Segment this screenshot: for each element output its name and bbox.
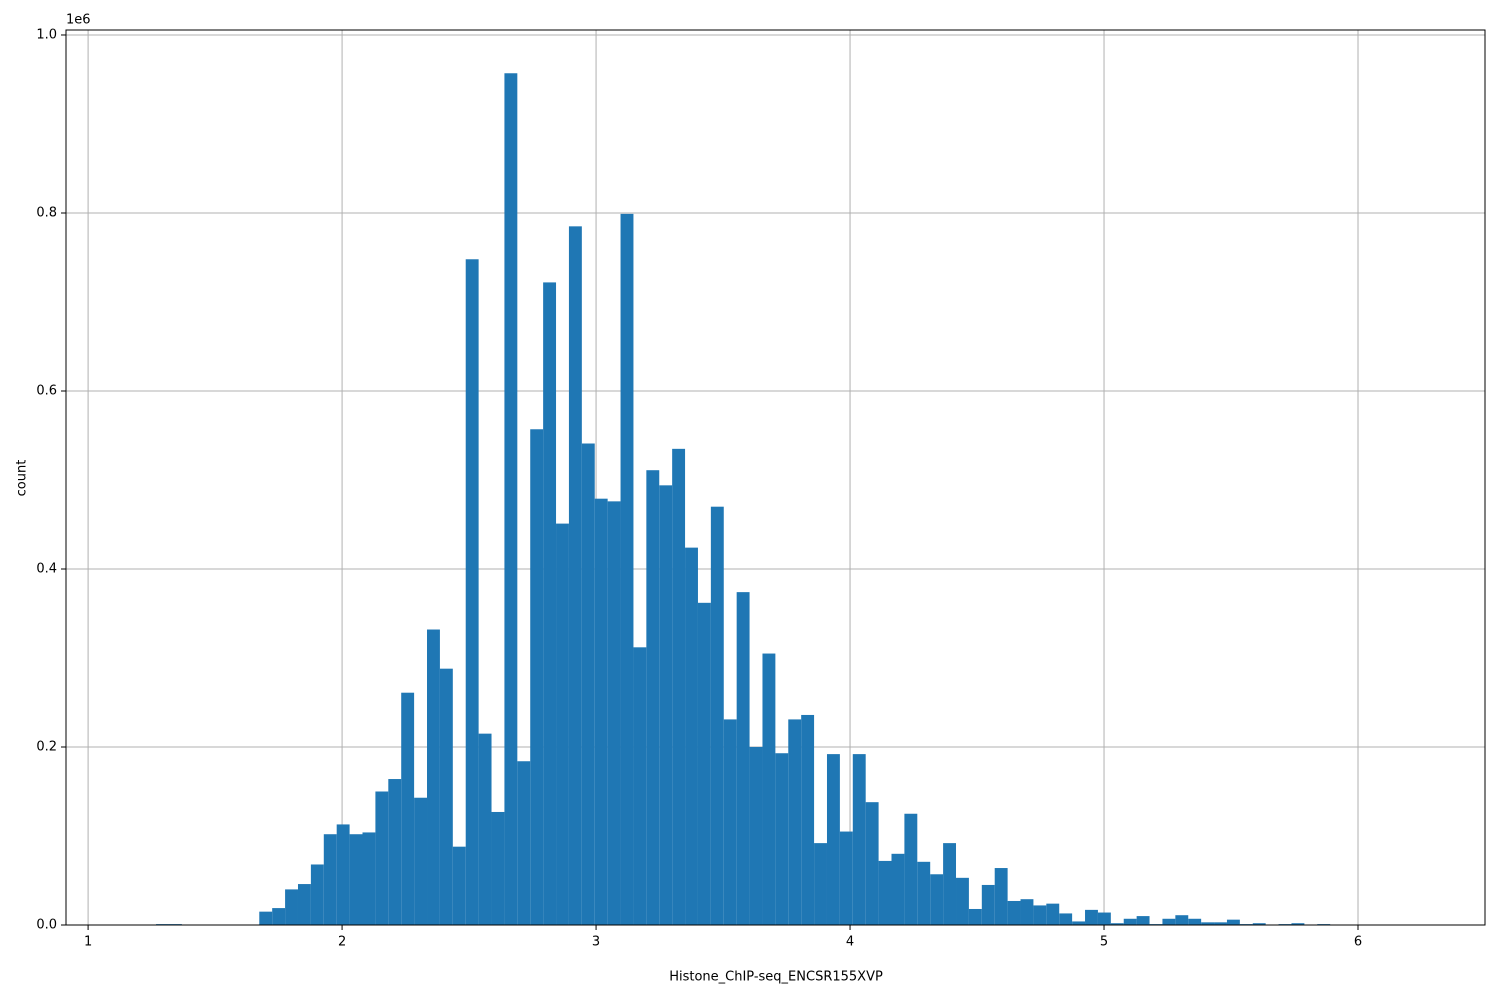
bar: [349, 834, 363, 925]
y-tick-label: 0.4: [36, 561, 57, 576]
bar: [620, 213, 634, 925]
bar: [826, 754, 840, 925]
bar: [568, 226, 582, 925]
bar: [710, 506, 724, 925]
bar: [375, 791, 389, 925]
bar: [543, 282, 557, 925]
bars: [156, 73, 1421, 926]
bar: [762, 653, 776, 925]
bar: [1136, 916, 1150, 925]
bar: [1007, 900, 1021, 925]
bar: [1201, 922, 1215, 925]
x-tick-label: 1: [84, 935, 92, 950]
grid: [66, 30, 1485, 926]
bar: [1226, 919, 1240, 925]
x-axis-label: Histone_ChIP-seq_ENCSR155XVP: [669, 970, 883, 985]
x-tick-label: 5: [1100, 935, 1108, 950]
bar: [801, 714, 815, 925]
bar: [956, 877, 969, 925]
y-tick-label: 0.2: [36, 739, 57, 754]
bar: [1097, 912, 1111, 925]
bar: [530, 429, 544, 925]
bar: [310, 864, 324, 925]
x-tick-label: 3: [592, 935, 600, 950]
bar: [465, 259, 479, 926]
bar: [646, 470, 660, 925]
x-tick-label: 4: [846, 935, 854, 950]
bar: [917, 861, 931, 925]
bar: [736, 592, 750, 925]
bar: [1162, 918, 1176, 925]
bar: [968, 908, 982, 925]
bar: [427, 629, 440, 925]
bar: [556, 523, 569, 925]
plot-frame: [65, 29, 1486, 926]
bar: [1214, 922, 1227, 925]
bar: [1072, 921, 1086, 925]
bar: [414, 797, 428, 925]
bar: [594, 498, 608, 925]
bar: [659, 485, 673, 925]
bar: [452, 846, 466, 925]
bar: [1110, 923, 1124, 925]
bar: [994, 868, 1008, 925]
bar: [633, 647, 647, 925]
bar: [401, 692, 415, 925]
bar: [336, 824, 350, 925]
bar: [607, 501, 621, 925]
bar: [1033, 905, 1047, 925]
bar: [930, 874, 944, 925]
axes: 1 2 3 4 5 6 0.0 0.2 0.4 0.6 0.8 1.0: [36, 27, 1486, 950]
bar: [723, 719, 737, 925]
bar: [478, 733, 492, 925]
bar: [775, 753, 789, 925]
bar: [852, 754, 866, 925]
bar: [517, 761, 531, 925]
bar: [581, 443, 595, 925]
bar: [891, 853, 905, 925]
bar: [323, 834, 337, 925]
bar: [362, 832, 376, 925]
bar: [814, 843, 827, 925]
bar: [1085, 909, 1098, 925]
bar: [749, 746, 763, 925]
bar: [943, 843, 957, 925]
bar: [1188, 918, 1202, 925]
y-tick-label: 0.0: [36, 918, 57, 933]
bar: [297, 884, 311, 925]
bar: [491, 811, 505, 925]
y-axis-label: count: [15, 460, 30, 497]
bar: [272, 908, 286, 925]
bar: [981, 884, 995, 925]
y-tick-label: 1.0: [36, 27, 57, 42]
x-tick-label: 6: [1354, 935, 1362, 950]
bar: [504, 73, 518, 926]
bar: [285, 889, 298, 925]
bar: [904, 813, 918, 925]
bar: [388, 779, 402, 925]
bar: [865, 802, 879, 925]
y-tick-label: 0.8: [36, 205, 57, 220]
bar: [697, 602, 711, 925]
bar: [1123, 918, 1137, 925]
bar: [839, 831, 853, 925]
y-tick-label: 0.6: [36, 383, 57, 398]
bar: [1059, 913, 1073, 925]
bar: [878, 860, 892, 925]
bar: [1175, 915, 1189, 925]
y-offset-label: 1e6: [66, 13, 91, 28]
bar: [439, 668, 453, 925]
bar: [259, 911, 273, 925]
bar: [1046, 903, 1060, 925]
bar: [685, 547, 698, 925]
bar: [1252, 923, 1266, 925]
x-tick-label: 2: [338, 935, 346, 950]
bar: [788, 719, 802, 925]
bar: [672, 448, 686, 925]
bar: [1291, 923, 1305, 925]
bar: [1020, 899, 1034, 925]
